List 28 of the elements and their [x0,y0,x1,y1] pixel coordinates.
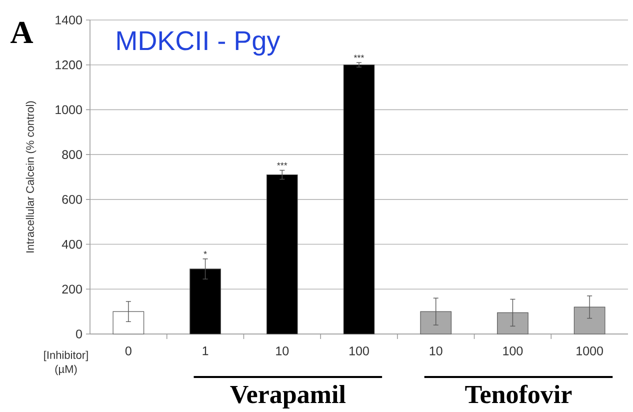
data-label: *** [354,54,364,58]
x-tick-label: 100 [503,346,523,356]
x-tick-label: 10 [276,346,289,356]
text: Verapamil [230,384,346,409]
x-tick-label: 1 [202,346,208,356]
y-tick-label: 800 [62,150,82,159]
data-label: * [204,250,207,254]
text: Tenofovir [465,384,572,404]
x-tick-label: 10 [430,346,442,356]
y-tick-label: 400 [62,240,82,249]
text: A [10,22,34,43]
y-axis-title: Intracellular Calcein (% control) [26,101,36,252]
bar [343,64,375,334]
x-tick-label: 0 [125,346,132,356]
bar [497,312,528,334]
bar [574,306,606,334]
y-tick-label: 200 [62,284,82,294]
y-tick-label: 600 [62,194,82,204]
x-tick-label: 1000 [576,346,603,356]
bar [266,174,298,334]
y-tick-label: 1000 [56,105,82,114]
data-label: *** [277,162,288,166]
chart-title: MDKCII - Pgy [117,31,280,56]
y-tick-label: 0 [76,330,82,338]
y-tick-label: 1200 [56,60,82,70]
y-tick-label: 1400 [56,16,82,24]
x-axis-title: [Inhibitor] (µM) [44,350,88,376]
x-tick-label: 100 [350,346,369,356]
